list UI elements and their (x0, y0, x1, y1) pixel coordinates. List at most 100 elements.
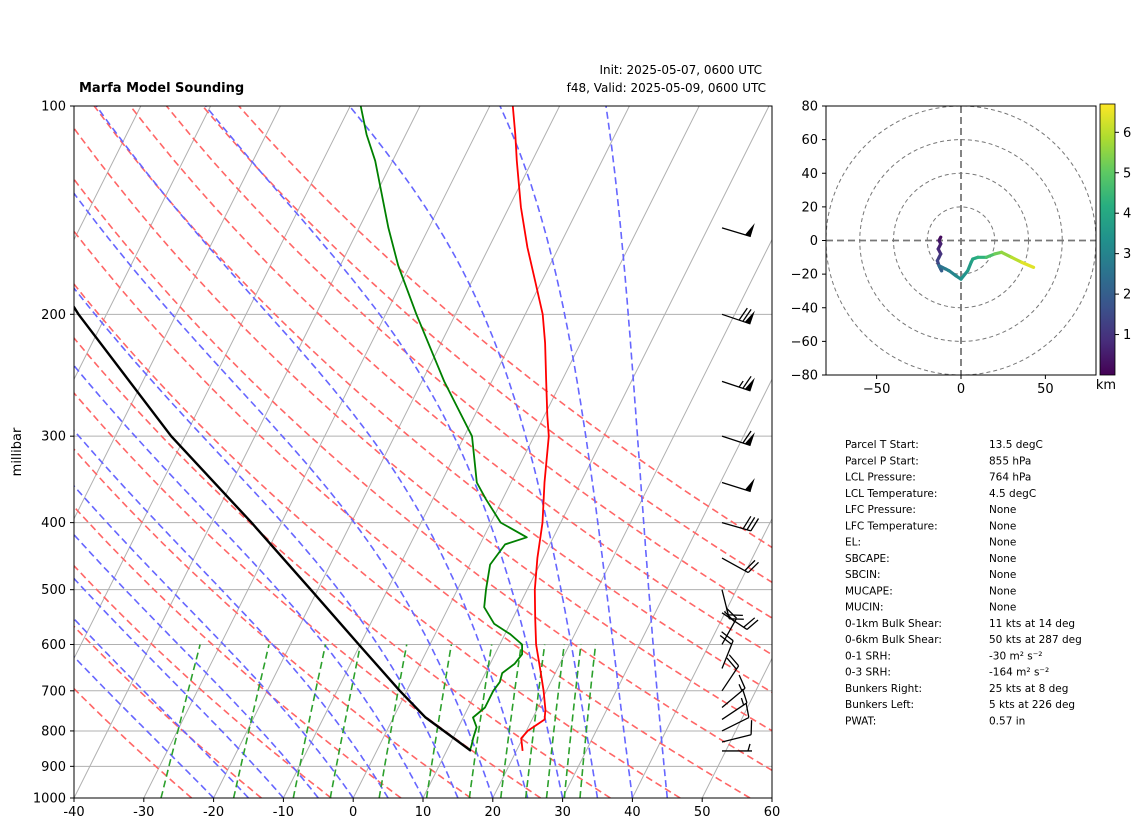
wind-barb (721, 515, 760, 532)
moist-adiabat (74, 655, 215, 798)
dry-adiabat (165, 106, 772, 619)
hodo-y-tick-label: −60 (791, 335, 818, 350)
wind-barb (721, 307, 755, 325)
barb-staff (721, 640, 734, 669)
stat-value: 11 kts at 14 deg (989, 618, 1075, 630)
stat-value: None (989, 569, 1016, 581)
barb-feather (743, 617, 756, 628)
dry-adiabat (74, 447, 472, 798)
wind-barb (722, 743, 752, 752)
mixing-ratio-line (378, 644, 408, 798)
stat-value: None (989, 504, 1016, 516)
isotherm-gridline (143, 106, 491, 798)
hodograph-segment (959, 269, 970, 281)
y-tick-label: 200 (41, 308, 66, 323)
barb-half-feather (740, 697, 745, 706)
moist-adiabat (499, 106, 634, 798)
hodo-x-tick-label: 50 (1037, 382, 1054, 397)
stat-label: 0-1 SRH: (845, 650, 891, 662)
chart-title: Marfa Model Sounding (79, 81, 244, 96)
wind-barb (721, 720, 753, 743)
dry-adiabat (74, 687, 193, 798)
isotherm-gridline (352, 106, 700, 798)
wind-barb (721, 557, 759, 574)
hodo-y-tick-label: −20 (791, 268, 818, 283)
moist-adiabat (74, 577, 285, 798)
wind-barb (721, 612, 759, 630)
x-tick-label: -30 (133, 805, 154, 820)
moist-adiabat (74, 364, 424, 798)
y-axis-label: millibar (10, 427, 25, 476)
barb-feather (742, 375, 752, 389)
barb-feather (746, 517, 756, 531)
x-tick-label: -10 (273, 805, 294, 820)
parcel-profile (74, 304, 472, 752)
dry-adiabat (74, 391, 542, 798)
barb-feather (746, 619, 759, 630)
barb-feather (744, 559, 756, 572)
y-tick-label: 700 (41, 684, 66, 699)
barb-staff (721, 522, 752, 532)
isotherm-gridline (74, 106, 281, 520)
colorbar-tick-label: 4 (1123, 207, 1131, 222)
moist-adiabat (74, 533, 319, 798)
sounding-parameters: Parcel T Start: 13.5 degC Parcel P Start: 8… (845, 439, 1082, 727)
moist-adiabat (74, 429, 389, 798)
stat-value: 855 hPa (989, 455, 1031, 467)
hodo-y-tick-label: −40 (791, 301, 818, 316)
hodograph-trace (935, 235, 1036, 281)
colorbar-tick-label: 5 (1123, 166, 1131, 181)
stat-value: None (989, 585, 1016, 597)
dry-adiabat (74, 177, 772, 772)
isotherm-gridline (562, 378, 772, 798)
stat-label: 0-1km Bulk Shear: (845, 618, 942, 630)
barb-flag (744, 432, 755, 446)
stat-label: SBCIN: (845, 569, 881, 581)
hodograph-panel: −50 0 50 80 60 40 20 0 −20 −40 −60 −80 1 2 3 4 5 6 km (791, 100, 1132, 398)
dry-adiabat (74, 564, 332, 798)
stat-label: LCL Pressure: (845, 472, 916, 484)
hodograph-rings (826, 106, 1096, 375)
x-tick-label: 20 (485, 805, 502, 820)
barb-feather (747, 561, 759, 574)
hodo-x-tick-label: 0 (957, 382, 965, 397)
colorbar-tick-label: 3 (1123, 247, 1131, 262)
hodo-y-tick-label: 40 (801, 167, 818, 182)
x-tick-label: 50 (694, 805, 711, 820)
stat-label: 0-6km Bulk Shear: (845, 634, 942, 646)
stat-value: -30 m² s⁻² (989, 650, 1042, 662)
dry-adiabat (74, 126, 772, 732)
isotherm-gridline (213, 106, 561, 798)
stat-value: 4.5 degC (989, 488, 1036, 500)
x-tick-label: 40 (624, 805, 641, 820)
barb-feather (738, 674, 746, 689)
barb-half-feather (747, 743, 751, 752)
barb-feather (726, 657, 737, 670)
dry-adiabat (93, 106, 772, 694)
x-tick-label: -40 (63, 805, 84, 820)
mixing-ratio-line (329, 644, 362, 798)
skewt-frame (73, 105, 773, 799)
hodograph-segment (1010, 255, 1024, 264)
wind-barb (721, 703, 750, 732)
stat-label: Bunkers Left: (845, 699, 914, 711)
dry-adiabat (74, 625, 262, 798)
hodo-y-tick-label: 0 (810, 234, 818, 249)
dewpoint-profile (359, 106, 528, 752)
moist-adiabat (74, 192, 494, 798)
moist-adiabat (348, 106, 599, 798)
barb-feather (742, 430, 752, 444)
barb-feather (750, 518, 760, 532)
barb-staff (721, 716, 750, 732)
barb-flag (745, 223, 755, 237)
height-colorbar (1099, 103, 1116, 376)
stat-label: PWAT: (845, 715, 876, 727)
hodograph-segment (999, 250, 1014, 259)
wind-barb (721, 223, 755, 238)
init-time: Init: 2025-05-07, 0600 UTC (599, 63, 762, 77)
isotherm-gridline (701, 657, 772, 798)
barb-half-feather (738, 683, 743, 692)
mixing-ratio-line (232, 644, 270, 798)
